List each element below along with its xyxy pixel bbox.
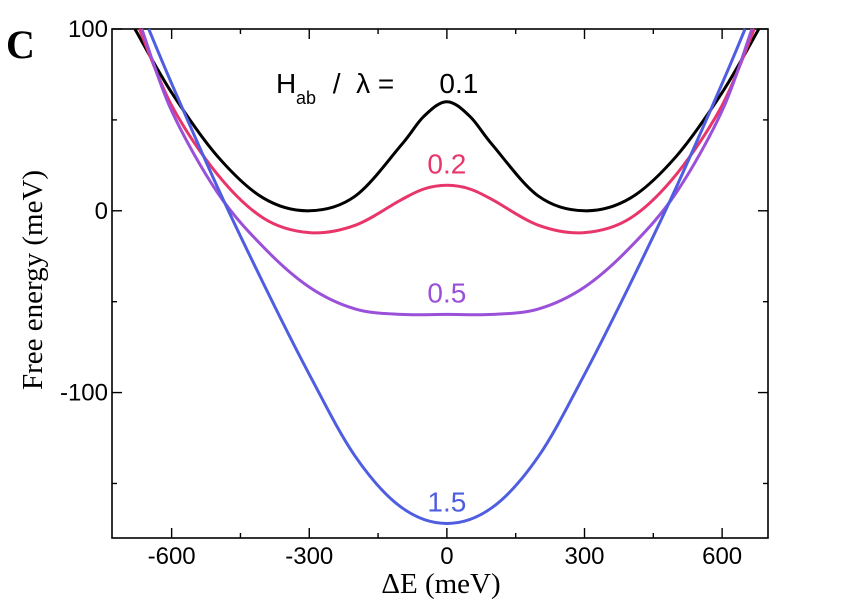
series-label-0: 0.1 <box>439 68 478 99</box>
panel-letter: C <box>6 22 35 67</box>
series-line-2 <box>140 28 754 317</box>
series-line-3 <box>147 28 747 525</box>
y-axis-title: Free energy (meV) <box>17 170 49 390</box>
y-tick-label: 100 <box>68 16 108 43</box>
series-lines <box>133 28 761 525</box>
series-label-3: 1.5 <box>427 486 466 517</box>
x-tick-label: -600 <box>148 543 196 570</box>
series-label-1: 0.2 <box>427 148 466 179</box>
axes: -600 -300 0 300 600 -100 0 100 <box>60 16 769 570</box>
legend-title-main: H <box>276 68 296 99</box>
legend-title-rest: / λ = <box>325 68 402 99</box>
plot-frame <box>111 28 769 539</box>
x-axis-title: ΔE (meV) <box>381 568 500 600</box>
y-tick-label: 0 <box>95 198 108 225</box>
x-tick-label: 300 <box>564 543 604 570</box>
legend-title-subscript: ab <box>296 88 316 108</box>
series-label-2: 0.5 <box>427 277 466 308</box>
legend-title: H ab / λ = <box>276 68 402 108</box>
series-labels: 0.1 0.2 0.5 1.5 <box>427 68 478 517</box>
x-tick-label: 0 <box>440 543 453 570</box>
series-line-0 <box>133 28 761 213</box>
x-tick-label: -300 <box>285 543 333 570</box>
y-tick-label: -100 <box>60 380 108 407</box>
x-tick-label: 600 <box>702 543 742 570</box>
series-line-1 <box>138 28 756 235</box>
